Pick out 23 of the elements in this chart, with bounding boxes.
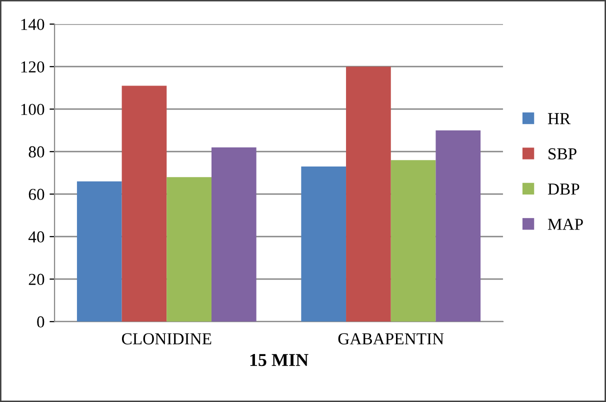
legend-label: HR (548, 113, 571, 124)
x-tick-label: CLONIDINE (122, 333, 212, 344)
y-tick-label: 0 (37, 316, 44, 328)
x-axis-title: 15 MIN (250, 354, 308, 366)
legend-label: MAP (548, 218, 583, 230)
y-tick-label: 140 (21, 18, 44, 30)
y-tick-label: 40 (28, 231, 44, 243)
bar (301, 166, 346, 322)
y-tick-label: 20 (28, 274, 44, 286)
legend-label: SBP (548, 148, 576, 160)
bar (346, 66, 391, 322)
bar (390, 160, 436, 322)
bar (211, 147, 256, 322)
y-tick-label: 100 (21, 104, 44, 116)
bar (436, 130, 481, 322)
bar (122, 86, 167, 322)
y-tick-label: 80 (28, 146, 44, 158)
bar (166, 177, 212, 322)
y-tick-label: 60 (28, 188, 44, 200)
y-tick-label: 120 (21, 61, 44, 73)
legend-label: DBP (548, 184, 580, 195)
bar (76, 181, 122, 322)
x-tick-label: GABAPENTIN (338, 333, 444, 344)
